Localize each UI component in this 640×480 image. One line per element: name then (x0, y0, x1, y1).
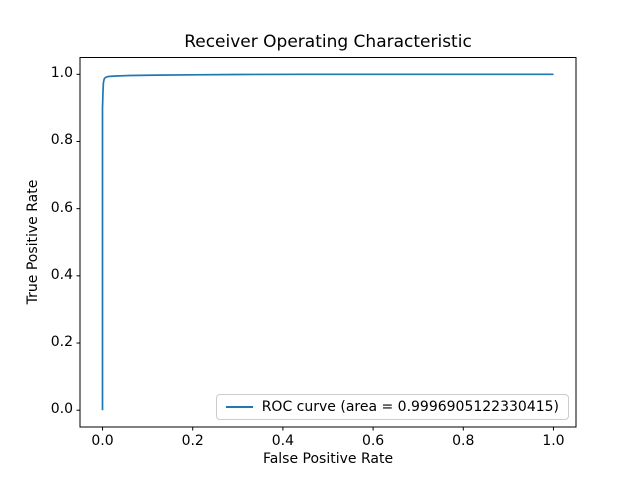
x-tick-label: 1.0 (542, 433, 565, 449)
y-axis-label: True Positive Rate (25, 179, 41, 305)
legend-label: ROC curve (area = 0.9996905122330415) (261, 399, 559, 415)
y-tick-label: 0.6 (50, 199, 73, 216)
y-tick-label: 0.0 (50, 401, 73, 418)
x-tick-label: 0.4 (271, 433, 295, 449)
x-tick-label: 0.2 (181, 433, 204, 449)
legend-line-sample (225, 406, 253, 408)
axes-frame (79, 57, 577, 428)
x-tick-label: 0.8 (452, 433, 475, 449)
x-axis-label: False Positive Rate (262, 451, 394, 467)
y-tick-label: 0.8 (50, 132, 73, 149)
chart-title: Receiver Operating Characteristic (184, 32, 472, 52)
y-tick-label: 0.4 (50, 266, 73, 283)
x-tick-label: 0.6 (361, 433, 385, 449)
y-tick-label: 1.0 (50, 65, 73, 82)
y-tick-label: 0.2 (50, 334, 73, 351)
x-tick-label: 0.0 (91, 433, 114, 449)
roc-curve-line (101, 73, 554, 411)
legend: ROC curve (area = 0.9996905122330415) (215, 394, 569, 420)
